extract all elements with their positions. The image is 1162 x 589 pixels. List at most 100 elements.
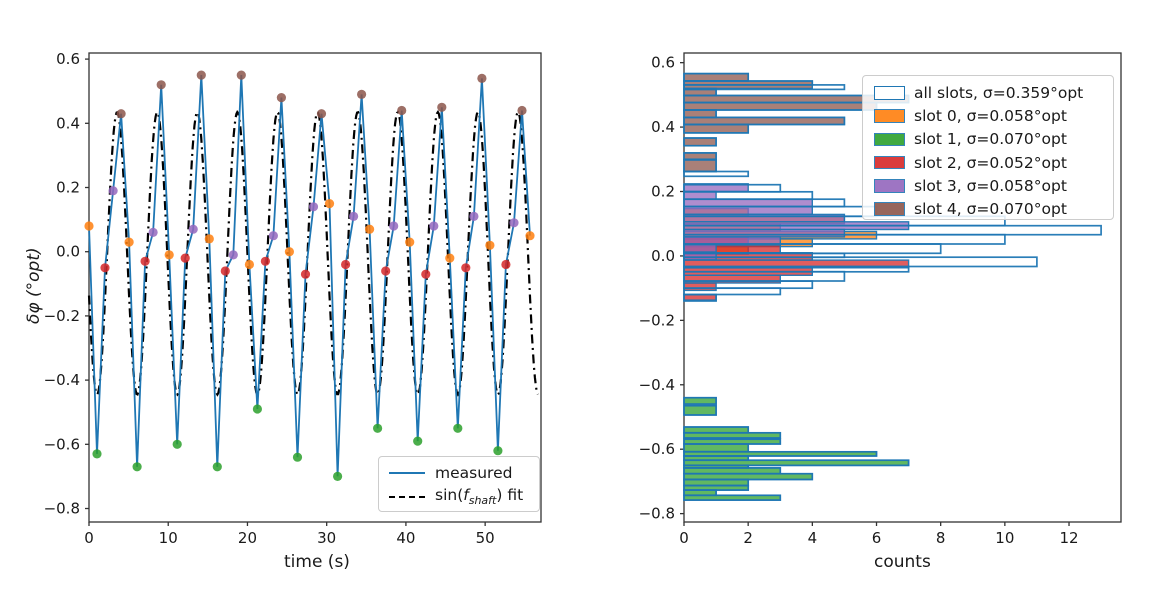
y-tick-label: 0.2 [56,179,80,197]
data-point-slot2 [220,266,230,276]
data-point-slot0 [124,237,134,247]
legend-label: slot 2, σ=0.052°opt [914,153,1067,172]
data-point-slot1 [92,449,102,459]
data-point-slot0 [405,237,415,247]
data-point-slot1 [132,462,142,472]
right-xaxis-label: counts [874,552,931,572]
legend-item-slot2: slot 2, σ=0.052°opt [874,152,1067,174]
legend-label: slot 0, σ=0.058°opt [914,107,1067,126]
data-point-slot2 [180,253,190,263]
data-point-slot2 [461,263,471,273]
data-point-slot3 [308,202,319,212]
data-point-slot0 [445,253,455,263]
hist-bar-all [683,459,910,467]
hist-bar-slot4 [683,123,749,134]
data-point-slot3 [429,221,439,231]
slot1-swatch [874,132,905,147]
data-point-slot3 [228,250,238,260]
data-point-slot2 [260,256,270,266]
hist-bar-all [683,116,846,126]
data-point-slot4 [116,109,126,119]
y-tick-label: 0.4 [56,114,80,132]
hist-bar-slot1 [683,443,749,453]
data-point-slot0 [164,250,174,260]
data-point-slot0 [324,199,335,209]
data-point-slot3 [108,186,118,196]
hist-bar-slot4 [683,116,846,126]
hist-bar-slot4 [683,101,878,111]
y-tick-label: −0.8 [44,500,80,518]
slot4-swatch [874,202,905,216]
data-point-slot1 [252,404,262,414]
fit-label: sin(fshaft) fit [435,486,524,508]
legend-item-slot0: slot 0, σ=0.058°opt [874,105,1067,127]
hist-bar-all [683,494,782,501]
slot0-swatch [874,109,905,123]
data-point-slot0 [204,234,214,244]
legend-item-fit: sin(fshaft) fit [389,486,523,508]
hist-bar-slot1 [683,397,717,405]
data-point-slot3 [389,221,399,231]
left-legend: measured sin(fshaft) fit [378,456,540,512]
legend-label: all slots, σ=0.359°opt [914,84,1084,102]
y-tick-label: −0.4 [44,371,80,389]
data-point-slot1 [493,446,503,456]
data-point-slot4 [156,80,166,90]
y-tick-label: −0.6 [639,440,675,458]
hist-bar-slot4 [683,137,717,147]
hist-bar-slot4 [683,109,717,119]
hist-bar-slot1 [683,467,782,475]
hist-bar-slot4 [683,152,717,160]
slot3-swatch [874,179,905,193]
data-point-slot0 [485,240,495,250]
data-point-slot1 [413,436,423,446]
x-tick-label: 4 [808,529,818,547]
y-tick-label: −0.2 [44,307,80,325]
fit-line [87,110,539,397]
y-tick-label: −0.2 [639,311,675,329]
y-tick-label: 0.6 [651,54,675,72]
hist-bar-slot3 [683,243,717,253]
data-point-slot4 [357,89,367,99]
data-point-slot4 [236,70,246,80]
data-point-slot4 [316,109,327,119]
legend-label: slot 3, σ=0.058°opt [914,176,1067,195]
x-tick-label: 8 [936,529,946,547]
y-tick-label: −0.6 [44,435,80,453]
y-tick-label: 0.0 [56,243,80,261]
hist-bar-slot1 [683,478,749,487]
hist-bar-all [683,404,717,416]
x-tick-label: 2 [743,529,753,547]
data-point-slot1 [373,423,383,433]
axes-spines [88,52,542,523]
data-point-slot3 [469,211,479,221]
data-point-slot2 [140,256,150,266]
hist-bar-slot3 [683,205,814,216]
hist-bar-slot3 [683,190,717,200]
data-point-slot2 [341,259,351,270]
data-point-slot0 [365,224,375,234]
data-point-slot1 [172,439,182,449]
hist-bar-all [683,450,878,457]
y-tick-label: 0.0 [651,247,675,265]
y-tick-label: 0.6 [56,50,80,68]
data-point-slot2 [421,269,431,279]
x-tick-label: 0 [679,529,689,547]
data-point-slot2 [501,259,511,270]
data-point-slot0 [244,259,254,270]
data-point-slot0 [525,231,535,241]
legend-item-slot3: slot 3, σ=0.058°opt [874,175,1067,197]
data-point-slot4 [437,102,447,112]
legend-label: slot 4, σ=0.070°opt [914,200,1067,218]
x-tick-label: 10 [995,529,1014,547]
data-point-slot1 [333,471,343,481]
x-tick-label: 12 [1059,529,1078,547]
fit-line-swatch [389,496,425,498]
hist-bar-all [683,170,750,178]
hist-bar-slot2 [683,282,717,292]
data-point-slot2 [100,263,110,273]
data-point-slot4 [196,70,206,80]
data-point-slot3 [349,211,359,221]
data-point-slot3 [188,224,198,234]
y-tick-label: 0.2 [651,183,675,201]
